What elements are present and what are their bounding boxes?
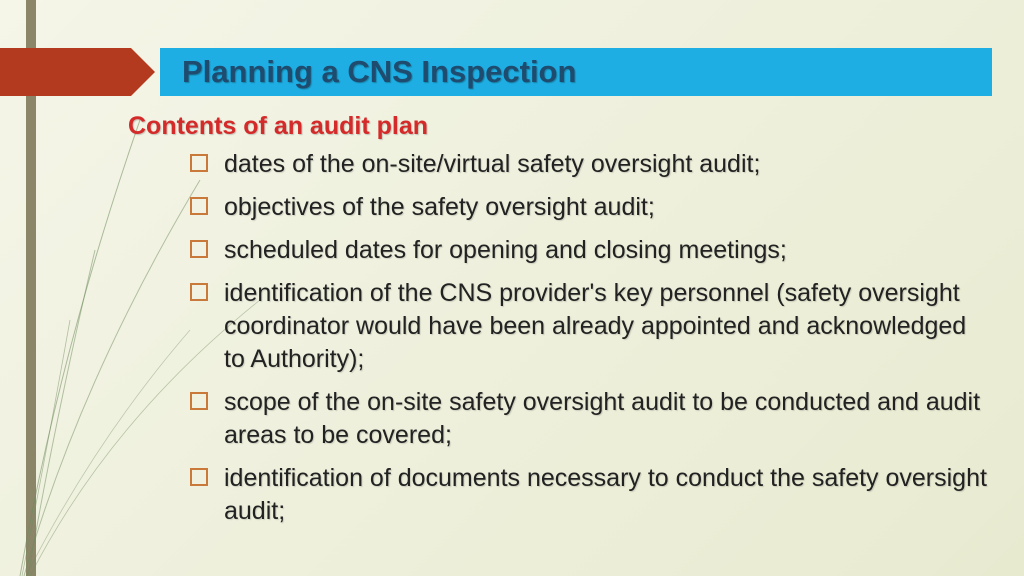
list-item: objectives of the safety oversight audit… [190,191,990,224]
title-arrow-icon [0,48,155,96]
list-item-text: scope of the on-site safety oversight au… [224,386,990,452]
subheading: Contents of an audit plan [128,112,428,141]
checkbox-bullet-icon [190,392,208,410]
checkbox-bullet-icon [190,468,208,486]
list-item-text: identification of documents necessary to… [224,462,990,528]
list-item: identification of the CNS provider's key… [190,277,990,376]
list-item: identification of documents necessary to… [190,462,990,528]
list-item-text: identification of the CNS provider's key… [224,277,990,376]
title-band: Planning a CNS Inspection [160,48,992,96]
checkbox-bullet-icon [190,240,208,258]
checkbox-bullet-icon [190,197,208,215]
checkbox-bullet-icon [190,283,208,301]
list-item-text: objectives of the safety oversight audit… [224,191,655,224]
list-item-text: scheduled dates for opening and closing … [224,234,787,267]
list-item: scope of the on-site safety oversight au… [190,386,990,452]
checkbox-bullet-icon [190,154,208,172]
list-item-text: dates of the on-site/virtual safety over… [224,148,760,181]
page-title: Planning a CNS Inspection [182,54,576,90]
list-item: scheduled dates for opening and closing … [190,234,990,267]
list-item: dates of the on-site/virtual safety over… [190,148,990,181]
audit-plan-list: dates of the on-site/virtual safety over… [190,148,990,538]
